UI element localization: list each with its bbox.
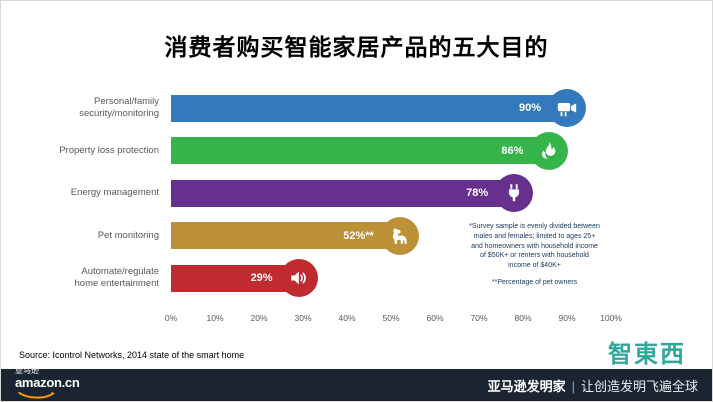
campaign-title: 亚马逊发明家 — [487, 378, 566, 394]
security-camera-icon — [548, 89, 586, 128]
bar: 86% — [171, 137, 550, 165]
x-tick-label: 20% — [250, 313, 268, 323]
page-title: 消费者购买智能家居产品的五大目的 — [164, 34, 549, 60]
bar: 90% — [171, 94, 567, 122]
bar: 52%** — [171, 222, 400, 250]
x-axis: 0% 10% 20% 30% 40% 50% 60% 70% 80% 90% 100% — [165, 313, 622, 325]
bar-track: 86% — [171, 131, 611, 170]
category-label: Pet monitoring — [97, 229, 159, 241]
chart-rows: Personal/family security/monitoring 90% Pr… — [1, 87, 661, 300]
watermark-logo: 智東西 — [608, 341, 686, 368]
x-tick-label: 30% — [294, 313, 312, 323]
x-tick-label: 10% — [206, 313, 224, 323]
x-tick-label: 100% — [600, 313, 622, 323]
amazon-cn-label: 亚马逊 — [15, 366, 39, 375]
category-label: Property loss protection — [59, 144, 159, 156]
x-tick-label: 80% — [514, 313, 532, 323]
pet-owners-note: **Percentage of pet owners — [491, 278, 578, 286]
campaign-slogan: 让创造发明飞遍全球 — [580, 378, 698, 394]
x-tick-label: 0% — [164, 313, 178, 323]
category-label: Automate/regulate home entertainment — [74, 266, 160, 290]
bar-chart: Personal/family security/monitoring 90% Pr… — [1, 87, 661, 300]
chart-row: Automate/regulate home entertainment 29% — [1, 257, 661, 300]
campaign-separator: | — [571, 378, 575, 394]
x-tick-label: 40% — [338, 313, 356, 323]
campaign-text: 亚马逊发明家 | 让创造发明飞遍全球 — [488, 376, 698, 395]
bar-track: 52%** — [171, 216, 611, 255]
annotation-block: *Survey sample is evenly divided between… — [469, 222, 600, 288]
chart-row: Property loss protection 86% — [1, 130, 661, 173]
chart-row: Pet monitoring 52%** — [1, 215, 661, 258]
category-label: Energy management — [70, 187, 159, 199]
value-label: 86% — [501, 144, 524, 157]
x-tick-label: 90% — [558, 313, 576, 323]
speaker-icon — [279, 259, 318, 298]
x-tick-label: 70% — [470, 313, 488, 323]
value-label: 52%** — [343, 229, 374, 242]
flame-icon — [530, 131, 569, 170]
category-label: Personal/family security/monitoring — [79, 96, 159, 120]
value-label: 78% — [466, 187, 489, 200]
amazon-smile-icon — [15, 387, 79, 401]
bar-track: 29% — [171, 259, 611, 298]
bar-track: 78% — [171, 174, 611, 213]
bar: 78% — [171, 179, 515, 207]
footer-bar: 亚马逊 amazon.cn 亚马逊发明家 | 让创造发明飞遍全球 — [1, 366, 712, 401]
source-note: Source: Icontrol Networks, 2014 state of… — [19, 350, 245, 360]
x-tick-label: 50% — [382, 313, 400, 323]
power-plug-icon — [495, 174, 534, 213]
amazon-logo: 亚马逊 amazon.cn — [15, 366, 80, 401]
value-label: 29% — [250, 272, 273, 285]
chart-row: Energy management 78% — [1, 172, 661, 215]
amazon-domain-label: amazon.cn — [15, 375, 80, 390]
bar-track: 90% — [171, 89, 611, 128]
chart-row: Personal/family security/monitoring 90% — [1, 87, 661, 130]
value-label: 90% — [518, 102, 541, 115]
bar: 29% — [171, 264, 299, 292]
x-tick-label: 60% — [426, 313, 444, 323]
dog-icon — [380, 216, 419, 255]
survey-note: *Survey sample is evenly divided between… — [469, 223, 600, 270]
